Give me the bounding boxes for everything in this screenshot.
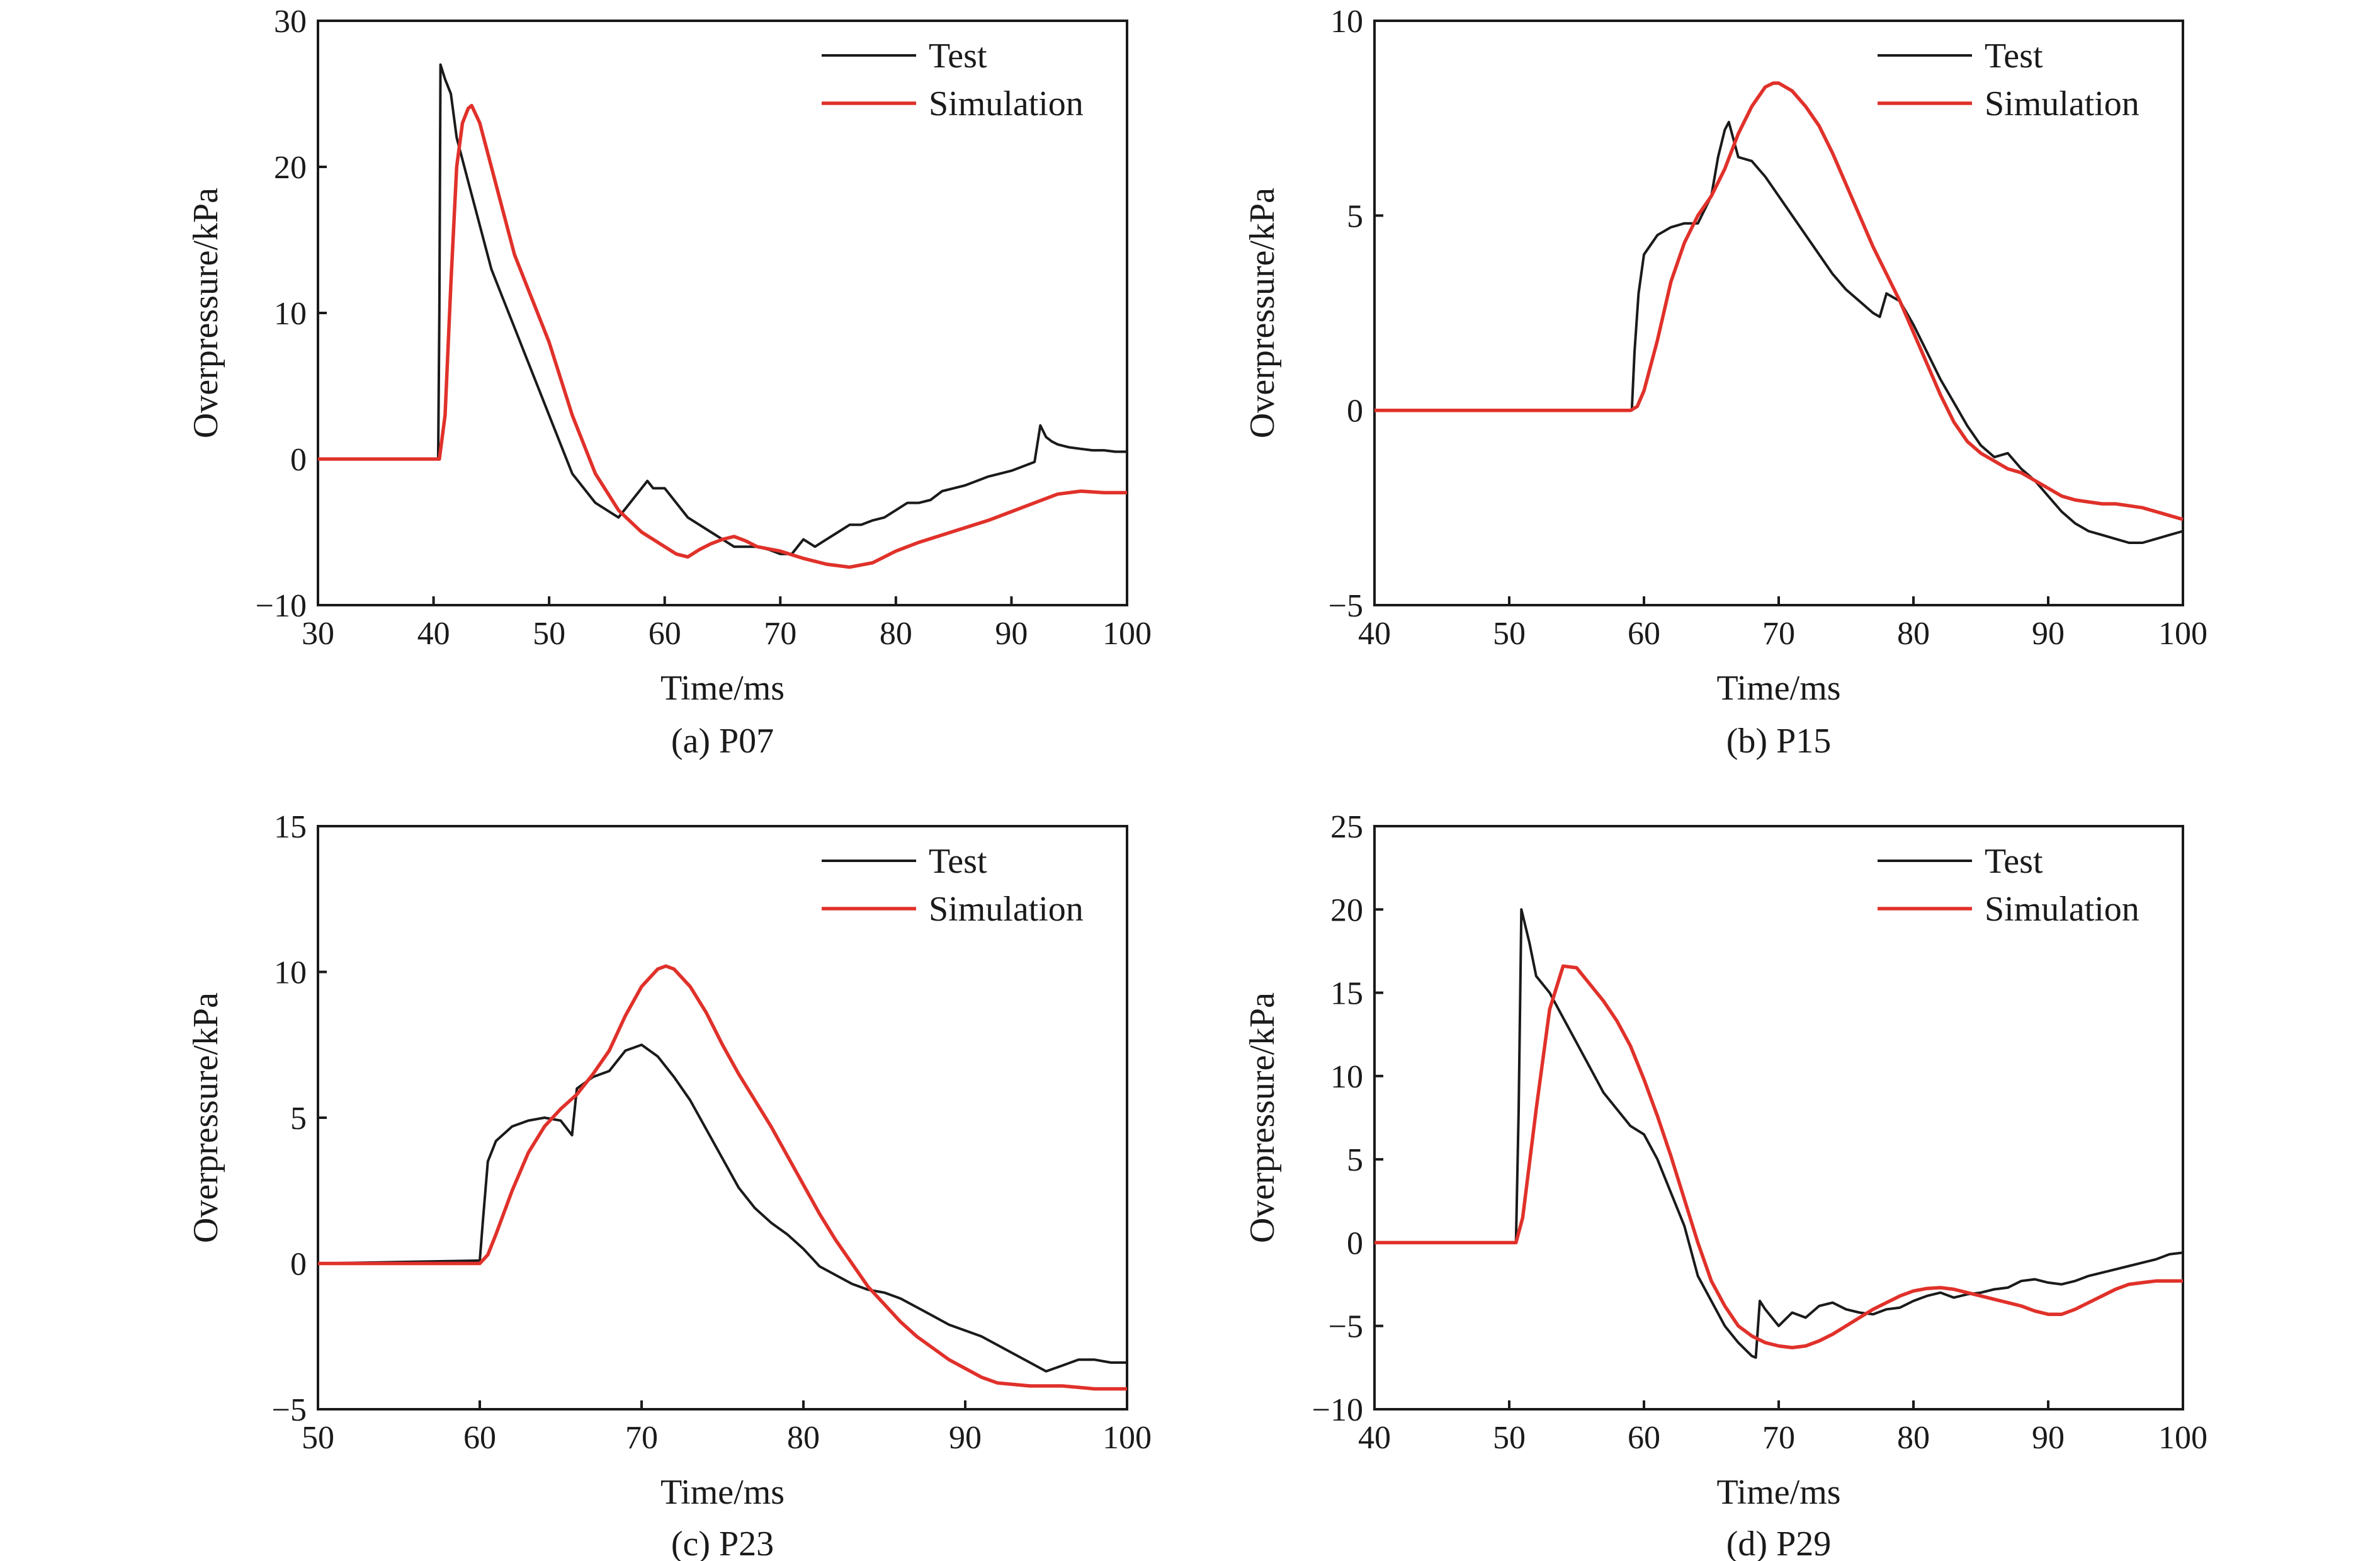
- x-tick-label: 100: [2158, 616, 2207, 652]
- x-tick-label: 80: [1897, 616, 1930, 652]
- x-tick-label: 50: [1493, 1420, 1526, 1456]
- legend-label-simulation: Simulation: [929, 84, 1084, 123]
- x-tick-label: 100: [2158, 1420, 2207, 1456]
- x-tick-label: 70: [1762, 1420, 1795, 1456]
- panel-caption: (a) P07: [671, 722, 774, 761]
- y-tick-label: −5: [1329, 588, 1363, 624]
- x-tick-label: 40: [1358, 1420, 1391, 1456]
- x-tick-label: 80: [787, 1420, 820, 1456]
- y-tick-label: 30: [274, 4, 307, 40]
- legend-label-simulation: Simulation: [1985, 84, 2139, 123]
- x-tick-label: 100: [1102, 616, 1152, 652]
- charts: 30 40 50 60 70 80 90 100−100102030Time/msOverpr…: [186, 4, 2207, 1561]
- y-tick-label: 5: [1347, 198, 1363, 234]
- x-tick-label: 70: [625, 1420, 658, 1456]
- y-tick-label: 15: [274, 809, 307, 845]
- x-tick-label: 60: [463, 1420, 496, 1456]
- x-tick-label: 40: [1358, 616, 1391, 652]
- legend-label-test: Test: [929, 842, 987, 881]
- legend-label-test: Test: [1985, 37, 2043, 76]
- series-line-simulation: [1374, 81, 2184, 521]
- y-tick-label: 20: [1330, 892, 1363, 928]
- x-tick-label: 50: [1493, 616, 1526, 652]
- y-tick-label: −5: [1329, 1309, 1363, 1345]
- x-tick-label: 90: [995, 616, 1028, 652]
- x-axis-label: Time/ms: [660, 1473, 785, 1512]
- panel-caption: (c) P23: [671, 1524, 774, 1561]
- panel-caption: (d) P29: [1726, 1524, 1831, 1561]
- chart-panel-3: 50 60 70 80 90 100 −5 0 5 10 15 Time/ms Overpressure…: [186, 809, 1152, 1561]
- x-tick-label: 60: [1628, 1420, 1660, 1456]
- y-tick-label: 0: [1347, 1225, 1363, 1261]
- y-axis-label: Overpressure/kPa: [1243, 188, 1282, 438]
- y-tick-label: 10: [274, 955, 307, 991]
- y-tick-label: 10: [274, 296, 307, 332]
- x-tick-label: 70: [764, 616, 796, 652]
- x-tick-label: 70: [1762, 616, 1795, 652]
- x-tick-label: 60: [1628, 616, 1660, 652]
- legend-label-test: Test: [1985, 842, 2043, 881]
- x-tick-label: 100: [1102, 1420, 1152, 1456]
- legend-label-simulation: Simulation: [1985, 890, 2139, 929]
- series-line-test: [1374, 908, 2184, 1359]
- x-tick-label: 60: [649, 616, 681, 652]
- series-line-simulation: [318, 103, 1127, 569]
- y-axis-label: Overpressure/kPa: [186, 188, 225, 438]
- y-tick-label: 10: [1330, 4, 1363, 40]
- y-tick-label: 0: [290, 442, 307, 478]
- y-tick-label: 20: [274, 150, 307, 186]
- legend-label-test: Test: [929, 37, 987, 76]
- y-tick-label: −10: [256, 588, 307, 624]
- y-tick-label: 15: [1330, 976, 1363, 1012]
- x-tick-label: 80: [880, 616, 912, 652]
- x-tick-label: 90: [949, 1420, 982, 1456]
- x-axis-label: Time/ms: [1716, 1473, 1840, 1512]
- x-axis-label: Time/ms: [660, 669, 785, 708]
- series-line-simulation: [318, 964, 1127, 1391]
- x-tick-label: 40: [417, 616, 450, 652]
- series-line-simulation: [1374, 964, 2183, 1349]
- x-tick-label: 50: [302, 1420, 334, 1456]
- chart-panel-1: 30 40 50 60 70 80 90 100 −10 0 10 20 30 Time/ms Overpr…: [186, 4, 1152, 761]
- y-tick-label: 10: [1330, 1059, 1363, 1095]
- y-tick-label: 5: [290, 1101, 307, 1137]
- legend-label-simulation: Simulation: [929, 890, 1084, 929]
- y-axis-label: Overpressure/kPa: [1243, 992, 1282, 1243]
- chart-panel-4: 40 50 60 70 80 90 100 −10 −5 0 5 10 15 20 25 Time/ms Ove…: [1243, 809, 2207, 1561]
- y-tick-label: −5: [272, 1392, 307, 1428]
- x-axis-label: Time/ms: [1716, 669, 1840, 708]
- y-tick-label: 5: [1347, 1142, 1363, 1178]
- y-tick-label: 25: [1330, 809, 1363, 845]
- panel-caption: (b) P15: [1726, 722, 1831, 761]
- y-tick-label: −10: [1312, 1392, 1363, 1428]
- x-tick-label: 90: [2032, 1420, 2065, 1456]
- y-tick-label: 0: [1347, 394, 1363, 429]
- x-tick-label: 80: [1897, 1420, 1930, 1456]
- x-tick-label: 30: [302, 616, 334, 652]
- x-tick-label: 90: [2032, 616, 2065, 652]
- chart-panel-2: 40 50 60 70 80 90 100 −5 0 5 10 Time/ms Overpressure…: [1243, 4, 2207, 761]
- y-tick-label: 0: [290, 1247, 307, 1283]
- y-axis-label: Overpressure/kPa: [186, 992, 225, 1243]
- x-tick-label: 50: [533, 616, 565, 652]
